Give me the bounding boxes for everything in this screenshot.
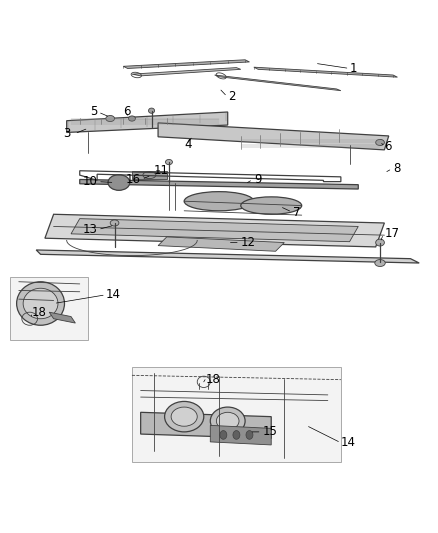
Text: 18: 18 xyxy=(32,306,47,319)
Text: 12: 12 xyxy=(241,236,256,249)
Ellipse shape xyxy=(106,116,115,122)
Ellipse shape xyxy=(184,192,254,211)
Text: 9: 9 xyxy=(254,173,261,186)
Polygon shape xyxy=(132,367,341,462)
Text: 14: 14 xyxy=(341,437,356,449)
Polygon shape xyxy=(45,214,385,247)
Polygon shape xyxy=(132,171,167,180)
Ellipse shape xyxy=(23,288,58,319)
Ellipse shape xyxy=(171,407,197,426)
Ellipse shape xyxy=(376,140,385,146)
Ellipse shape xyxy=(148,108,155,114)
Ellipse shape xyxy=(17,282,64,325)
Text: 6: 6 xyxy=(385,140,392,154)
Text: 13: 13 xyxy=(82,223,97,236)
Polygon shape xyxy=(254,67,397,77)
Text: 14: 14 xyxy=(106,288,121,301)
Text: 3: 3 xyxy=(64,127,71,140)
Text: 7: 7 xyxy=(293,206,300,219)
Ellipse shape xyxy=(166,159,173,165)
Text: 16: 16 xyxy=(126,173,141,186)
Text: 6: 6 xyxy=(123,106,131,118)
Polygon shape xyxy=(141,413,271,439)
Polygon shape xyxy=(158,237,284,251)
Polygon shape xyxy=(80,180,358,189)
Ellipse shape xyxy=(241,197,302,214)
Ellipse shape xyxy=(376,239,385,246)
Text: 17: 17 xyxy=(385,228,399,240)
Ellipse shape xyxy=(128,116,135,121)
Polygon shape xyxy=(210,425,271,445)
Text: 5: 5 xyxy=(90,106,97,118)
Polygon shape xyxy=(215,75,341,91)
Polygon shape xyxy=(36,250,419,263)
Polygon shape xyxy=(67,112,228,133)
Text: 18: 18 xyxy=(206,373,221,386)
Text: 4: 4 xyxy=(184,138,192,151)
Ellipse shape xyxy=(216,413,239,430)
Ellipse shape xyxy=(110,220,119,226)
Ellipse shape xyxy=(246,431,253,439)
Polygon shape xyxy=(49,312,75,323)
Ellipse shape xyxy=(210,407,245,435)
Ellipse shape xyxy=(375,260,385,266)
Text: 2: 2 xyxy=(228,90,235,103)
Text: 11: 11 xyxy=(154,164,169,177)
Text: 8: 8 xyxy=(393,162,400,175)
Text: 10: 10 xyxy=(82,175,97,188)
Text: 15: 15 xyxy=(262,425,277,438)
Ellipse shape xyxy=(233,431,240,439)
Ellipse shape xyxy=(220,431,227,439)
Polygon shape xyxy=(132,68,241,76)
Ellipse shape xyxy=(108,175,130,190)
Text: 1: 1 xyxy=(350,62,357,75)
Polygon shape xyxy=(10,277,88,341)
Polygon shape xyxy=(158,123,389,150)
Polygon shape xyxy=(71,219,358,241)
Ellipse shape xyxy=(165,401,204,432)
Polygon shape xyxy=(123,60,250,68)
